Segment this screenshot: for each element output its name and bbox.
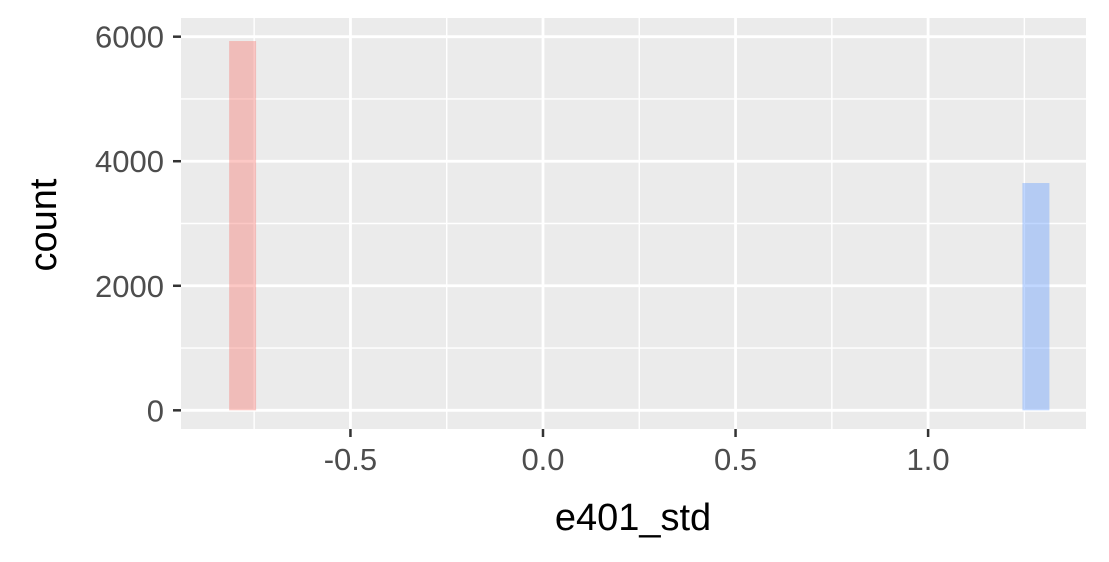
histogram-bar (1022, 183, 1050, 411)
x-tick-label: -0.5 (324, 442, 377, 477)
y-axis-title: count (23, 178, 65, 271)
x-axis: -0.5 0.0 0.5 1.0 (324, 429, 950, 477)
y-axis: 0 2000 4000 6000 (95, 20, 181, 428)
y-tick-label: 2000 (95, 269, 164, 304)
x-tick-label: 0.0 (521, 442, 564, 477)
y-tick-label: 0 (147, 393, 164, 428)
y-tick-label: 6000 (95, 20, 164, 55)
minor-gridlines (181, 18, 1086, 429)
histogram-bars (229, 41, 1050, 411)
major-gridlines (181, 18, 1086, 429)
x-tick-label: 1.0 (907, 442, 950, 477)
histogram-bar (229, 41, 257, 411)
x-tick-label: 0.5 (714, 442, 757, 477)
x-axis-title: e401_std (555, 497, 711, 539)
y-tick-label: 4000 (95, 144, 164, 179)
